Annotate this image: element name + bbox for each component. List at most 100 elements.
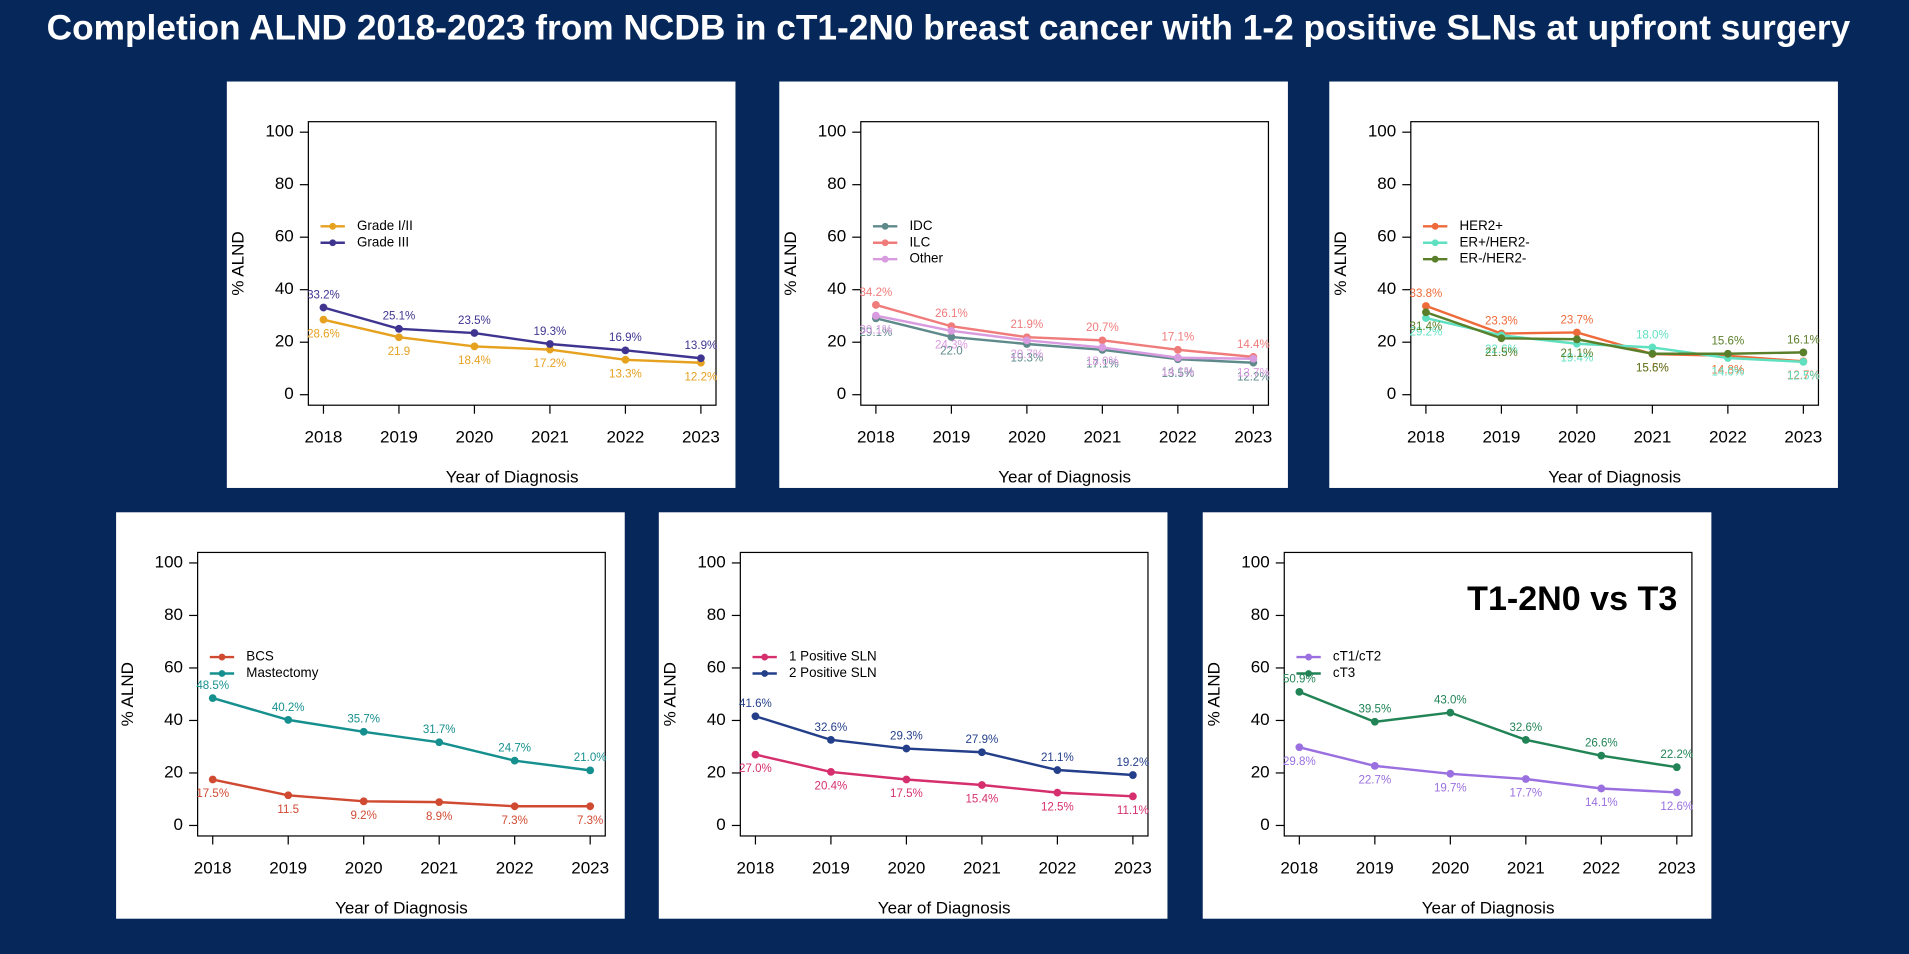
series-line (1298, 690, 1677, 769)
x-tick-label: 2021 (1083, 428, 1121, 447)
x-tick-label: 2020 (1431, 858, 1469, 877)
data-label: 29.8% (1283, 756, 1316, 768)
data-label: 21.1% (1561, 348, 1594, 360)
x-tick-label: 2019 (1356, 858, 1394, 877)
data-label: 20.7% (1086, 322, 1119, 334)
x-axis-label: Year of Diagnosis (998, 468, 1131, 487)
legend-marker (881, 222, 889, 230)
data-label: 14.8% (1711, 365, 1744, 377)
legend-label: cT1/cT2 (1333, 649, 1381, 664)
data-label: 29.2% (1410, 327, 1443, 339)
data-label: 23.3% (1485, 315, 1518, 327)
data-label: 39.5% (1358, 704, 1391, 716)
point (284, 791, 293, 800)
series-line (875, 317, 1254, 364)
data-label: 19.3% (1011, 353, 1044, 365)
point (1128, 771, 1137, 779)
plot-frame (860, 121, 1270, 406)
x-tick-label: 2022 (1038, 858, 1076, 877)
x-axis-label: Year of Diagnosis (1548, 468, 1681, 487)
point (1098, 336, 1107, 345)
data-label: 25.1% (383, 311, 416, 323)
data-label: 12.2% (1237, 371, 1270, 383)
y-tick-label: 20 (707, 762, 726, 781)
y-tick-label: 100 (697, 552, 725, 571)
legend-marker (761, 653, 769, 661)
y-tick-label: 40 (1377, 279, 1396, 298)
data-label: 19.3% (534, 326, 567, 338)
data-label: 16.9% (609, 332, 642, 344)
point (1799, 348, 1808, 357)
point (395, 333, 403, 342)
data-label: 27.0% (739, 763, 772, 775)
series-line (1425, 304, 1804, 363)
point (827, 768, 835, 776)
series-line (755, 715, 1133, 777)
x-tick-label: 2023 (1114, 858, 1152, 877)
point (1597, 784, 1606, 793)
point (1422, 314, 1430, 322)
data-label: 32.6% (815, 722, 848, 734)
x-tick-label: 2022 (1159, 428, 1197, 447)
x-tick-label: 2022 (1709, 428, 1747, 447)
point (1572, 328, 1581, 337)
point (978, 781, 986, 789)
y-axis-label: % ALND (660, 662, 679, 726)
point (470, 342, 479, 351)
data-label: 21.9% (1011, 319, 1044, 331)
series-line (1425, 311, 1804, 355)
y-tick-label: 0 (716, 815, 725, 834)
point (1799, 357, 1808, 366)
plot-frame (197, 551, 606, 837)
legend-label: Grade III (357, 234, 409, 249)
data-label: 17.1% (1161, 332, 1194, 344)
point (395, 324, 403, 333)
legend-marker (1431, 255, 1439, 263)
y-tick-label: 20 (275, 332, 294, 351)
point (435, 738, 444, 747)
y-tick-label: 0 (284, 384, 293, 403)
point (947, 327, 956, 335)
y-tick-label: 80 (827, 174, 846, 193)
point (978, 748, 986, 757)
plot-frame (739, 551, 1149, 837)
y-tick-label: 0 (1387, 384, 1396, 403)
legend-marker (881, 239, 889, 247)
point (1446, 769, 1455, 778)
data-label: 11.5 (277, 804, 299, 816)
annotation: T1-2N0 vs T3 (1467, 580, 1677, 618)
point (284, 716, 293, 724)
x-axis-label: Year of Diagnosis (335, 898, 468, 917)
y-tick-label: 80 (164, 605, 183, 624)
point (621, 355, 630, 364)
data-label: 7.3% (502, 815, 528, 827)
y-axis-label: % ALND (118, 662, 137, 726)
data-label: 28.6% (307, 328, 340, 340)
y-tick-label: 100 (155, 552, 183, 571)
legend-marker (218, 670, 226, 677)
point (872, 301, 880, 309)
y-tick-label: 100 (265, 122, 293, 141)
y-tick-label: 40 (1251, 710, 1270, 729)
x-tick-label: 2018 (737, 858, 775, 877)
x-tick-label: 2021 (1507, 858, 1545, 877)
legend-label: IDC (909, 218, 932, 233)
data-label: 30.1% (860, 324, 893, 336)
point (586, 766, 595, 775)
point (1723, 349, 1732, 358)
legend-label: HER2+ (1459, 218, 1503, 233)
point (1370, 761, 1379, 770)
data-label: 31.4% (1410, 321, 1443, 333)
legend-label: Grade I/II (357, 218, 413, 233)
y-tick-label: 60 (1251, 657, 1270, 676)
x-tick-label: 2018 (305, 428, 343, 447)
x-tick-label: 2019 (932, 428, 970, 447)
point (359, 727, 368, 736)
point (751, 712, 760, 721)
legend-label: ER+/HER2- (1459, 234, 1529, 249)
y-axis-label: % ALND (229, 231, 248, 295)
point (319, 315, 328, 324)
x-tick-label: 2023 (682, 428, 720, 447)
point (621, 346, 630, 355)
